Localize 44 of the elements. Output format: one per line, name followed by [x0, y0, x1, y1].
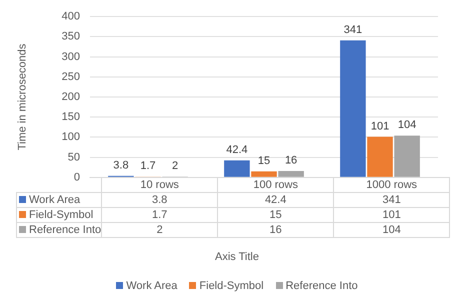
data-label: 101 — [334, 208, 450, 223]
text: Work Area — [126, 280, 178, 292]
data-label: 1.7 — [102, 208, 218, 223]
y-tick-label: 400 — [62, 10, 80, 23]
data-label: 2 — [102, 222, 218, 238]
data-label: 16 — [218, 222, 334, 238]
y-tick-label: 100 — [62, 131, 80, 144]
y-tick-label: 50 — [68, 151, 80, 164]
y-tick-label: 350 — [62, 30, 80, 43]
bar — [367, 136, 393, 177]
x-tick-label: 10 rows — [102, 178, 218, 193]
data-label: 15 — [218, 208, 334, 223]
text: Axis Title — [214, 251, 260, 263]
annotation: 341 — [344, 24, 362, 36]
bar — [224, 160, 250, 177]
annotation: 15 — [258, 154, 270, 167]
text: Field-Symbol — [199, 280, 264, 292]
y-tick-label: 0 — [74, 171, 80, 184]
data-label: 104 — [334, 222, 450, 238]
y-tick-label: 250 — [62, 70, 80, 83]
legend-label: Reference Into — [16, 222, 102, 238]
bar — [251, 171, 277, 177]
annotation: 16 — [284, 154, 298, 166]
bar — [278, 170, 304, 177]
annotation: 104 — [398, 119, 416, 132]
y-axis-title: Time in microseconds — [16, 43, 29, 150]
text: Reference Into — [286, 280, 358, 292]
annotation: 1.7 — [140, 160, 156, 172]
x-tick-label: 1000 rows — [334, 178, 450, 193]
bar — [394, 136, 420, 177]
annotation: 42.4 — [226, 144, 248, 156]
x-tick-label: 100 rows — [218, 178, 334, 193]
legend-label: Work Area — [16, 192, 102, 208]
y-tick-label: 200 — [62, 91, 80, 104]
y-tick-label: 300 — [62, 50, 80, 63]
data-label: 3.8 — [102, 192, 218, 208]
annotation: 101 — [370, 120, 390, 132]
legend-label: Field-Symbol — [16, 208, 102, 223]
y-tick-label: 150 — [62, 111, 80, 124]
data-label: 341 — [334, 192, 450, 208]
data-label: 42.4 — [218, 192, 334, 208]
annotation: 3.8 — [113, 159, 129, 172]
annotation: 2 — [172, 160, 178, 172]
bar — [340, 40, 366, 177]
